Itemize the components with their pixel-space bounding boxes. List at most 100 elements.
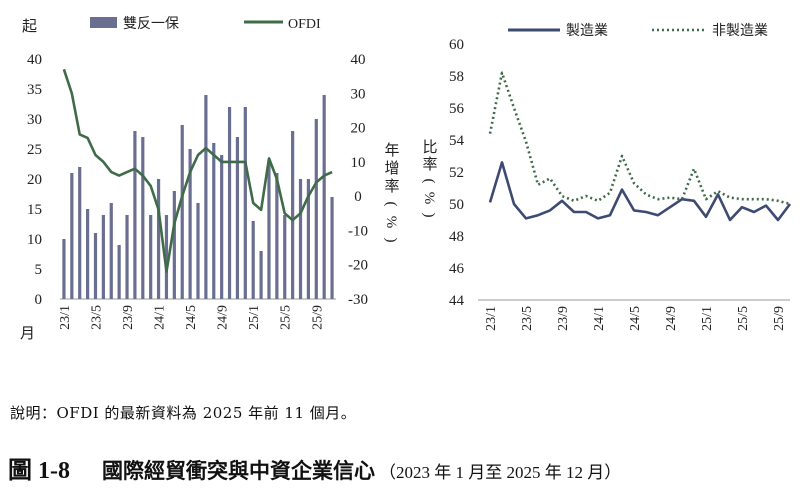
ofdi-line — [62, 68, 333, 273]
ratio-y-tick-label: 60 — [449, 37, 464, 53]
ratio-y-tick-label: 48 — [449, 229, 464, 245]
trade-defense-bar — [117, 245, 121, 299]
ratio-y-tick-label: 56 — [449, 101, 465, 117]
right-y-tick-label: 40 — [351, 52, 366, 68]
left-x-tick-label: 24/1 — [153, 305, 168, 330]
trade-defense-bar — [235, 137, 240, 299]
right-x-tick-label: 23/1 — [484, 306, 499, 331]
ratio-y-axis-title: 比率 (%) — [421, 139, 438, 218]
ratio-y-axis-title-char: ) — [421, 213, 437, 218]
legend-bar-label: 雙反一保 — [123, 16, 179, 32]
trade-defense-bar — [109, 203, 113, 299]
trade-defense-bar — [227, 107, 232, 299]
trade-defense-bar — [86, 209, 90, 299]
trade-defense-bar — [133, 131, 137, 299]
right-y-tick-label: -30 — [348, 292, 368, 308]
right-y-tick-label: 20 — [351, 121, 366, 137]
manufacturing-line — [488, 161, 792, 222]
trade-defense-bar — [306, 179, 310, 299]
left-x-axis-ticks: 23/1 23/5 23/9 24/1 24/5 24/9 25/1 25/5 25/9 — [58, 305, 325, 330]
trade-defense-bar — [78, 167, 82, 299]
legend-non-manufacturing-label: 非製造業 — [712, 23, 768, 39]
left-y-tick-label: 15 — [27, 202, 42, 218]
footnote: 說明：OFDI 的最新資料為 2025 年前 11 個月。 — [10, 404, 357, 422]
x-axis-unit: 月 — [20, 326, 35, 342]
trade-defense-bar — [156, 179, 161, 299]
trade-defense-bar — [93, 233, 98, 299]
trade-defense-bar — [291, 131, 295, 299]
left-y-tick-label: 5 — [35, 262, 43, 278]
figure-number: 圖 1-8 — [8, 458, 70, 484]
trade-defense-bar — [322, 95, 326, 299]
trade-defense-bar — [220, 155, 224, 299]
left-legend: 雙反一保 OFDI — [90, 16, 321, 32]
left-x-tick-label: 23/5 — [89, 305, 104, 330]
right-x-tick-label: 24/9 — [664, 306, 679, 331]
left-x-tick-label: 23/1 — [58, 305, 73, 330]
left-y-axis-ticks: 0 5 10 15 20 25 30 35 40 — [27, 52, 42, 308]
trade-defense-bar — [62, 239, 66, 299]
right-x-tick-label: 24/5 — [628, 306, 643, 331]
trade-defense-bar — [267, 161, 271, 299]
left-x-tick-label: 25/5 — [279, 305, 294, 330]
right-legend: 製造業 非製造業 — [508, 23, 768, 39]
right-y-tick-label: -20 — [348, 258, 368, 274]
right-y-axis-title-char: % — [383, 216, 399, 229]
ratio-y-tick-label: 46 — [449, 261, 465, 277]
right-x-tick-label: 25/1 — [700, 306, 715, 331]
left-x-tick-label: 23/9 — [121, 305, 136, 330]
left-y-tick-label: 40 — [27, 52, 42, 68]
ratio-y-axis-title-char: % — [421, 192, 437, 205]
left-y-tick-label: 10 — [27, 232, 42, 248]
right-x-tick-label: 23/5 — [520, 306, 535, 331]
charts-canvas: 起 月 雙反一保 OFDI 0 5 10 15 20 25 30 35 40 -30 -20 -10… — [20, 16, 792, 342]
right-x-tick-label: 25/9 — [772, 306, 787, 331]
bar-series-trade-defense — [62, 95, 334, 299]
ratio-y-tick-label: 58 — [449, 69, 464, 85]
trade-defense-bar — [149, 215, 153, 299]
left-y-tick-label: 30 — [27, 112, 42, 128]
trade-defense-bar — [196, 203, 200, 299]
right-y-axis-title-char: ) — [383, 238, 399, 243]
trade-defense-bar — [298, 179, 303, 299]
trade-defense-bar — [101, 215, 105, 299]
ratio-y-axis-ticks: 44 46 48 50 52 54 56 58 60 — [449, 37, 465, 309]
trade-defense-bar — [330, 197, 334, 299]
trade-defense-bar — [180, 125, 184, 299]
legend-line-label: OFDI — [288, 17, 321, 32]
trade-defense-bar — [243, 107, 247, 299]
right-y-axis-title-char: 年 — [384, 142, 399, 159]
right-x-tick-label: 24/1 — [592, 306, 607, 331]
trade-defense-bar — [204, 95, 208, 299]
right-y-axis-ticks: -30 -20 -10 0 10 20 30 40 — [348, 52, 368, 308]
left-y-axis-unit: 起 — [22, 18, 37, 35]
right-y-axis-title-char: ( — [383, 202, 399, 207]
right-y-axis-title-char: 增 — [384, 160, 399, 177]
trade-defense-ofdi-chart: 起 月 雙反一保 OFDI 0 5 10 15 20 25 30 35 40 -30 -20 -10… — [20, 16, 400, 342]
right-y-tick-label: 10 — [351, 155, 366, 171]
right-y-tick-label: -10 — [348, 223, 368, 239]
right-y-axis-title-char: 率 — [384, 178, 399, 195]
right-x-axis-ticks: 23/1 23/5 23/9 24/1 24/5 24/9 25/1 25/5 25/9 — [484, 306, 787, 331]
right-x-tick-label: 25/5 — [736, 306, 751, 331]
legend-bar-swatch — [90, 17, 117, 28]
ratio-y-axis-title-char: 率 — [422, 156, 437, 173]
right-x-tick-label: 23/9 — [556, 306, 571, 331]
ratio-y-axis-title-char: ( — [421, 179, 437, 184]
trade-defense-bar — [125, 215, 129, 299]
ratio-y-axis-title-char: 比 — [422, 139, 437, 156]
left-y-tick-label: 0 — [35, 292, 43, 308]
ratio-y-tick-label: 52 — [449, 165, 464, 181]
left-x-tick-label: 24/5 — [184, 305, 199, 330]
right-y-tick-label: 30 — [351, 86, 366, 102]
ratio-y-tick-label: 44 — [449, 293, 465, 309]
trade-defense-bar — [164, 215, 169, 299]
trade-defense-bar — [251, 221, 255, 299]
figure-title: 國際經貿衝突與中資企業信心 — [102, 459, 375, 483]
trade-defense-bar — [188, 149, 192, 299]
left-y-tick-label: 20 — [27, 172, 42, 188]
legend-manufacturing-label: 製造業 — [566, 23, 608, 39]
trade-defense-bar — [283, 215, 287, 299]
left-x-tick-label: 25/9 — [310, 305, 325, 330]
trade-defense-bar — [275, 173, 279, 299]
